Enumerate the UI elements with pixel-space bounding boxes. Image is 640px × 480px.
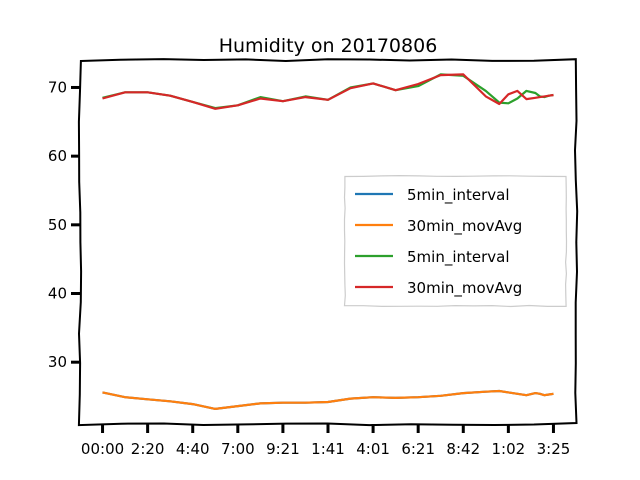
x-tick-label: 1:02 bbox=[492, 440, 526, 458]
x-axis-ticks: 00:00 2:20 4:40 7:00 9:21 1:41 4:01 6:21 8:42 1:0… bbox=[81, 424, 570, 458]
series-line-30min-movAvg bbox=[102, 389, 554, 410]
x-tick-label: 1:41 bbox=[311, 440, 345, 458]
legend-label: 30min_movAvg bbox=[407, 279, 522, 298]
x-tick-label: 4:40 bbox=[176, 440, 210, 458]
y-axis-ticks: 30 40 50 60 70 bbox=[48, 78, 80, 371]
chart-title: Humidity on 20170806 bbox=[219, 35, 438, 57]
series-line-5min-interval bbox=[102, 73, 554, 110]
x-tick-label: 3:25 bbox=[537, 440, 571, 458]
plot-area: 00:00 2:20 4:40 7:00 9:21 1:41 4:01 6:21 8:42 1:0… bbox=[48, 58, 579, 458]
y-tick-label: 50 bbox=[48, 216, 67, 234]
legend: 5min_interval 30min_movAvg 5min_interval 30… bbox=[343, 174, 568, 308]
series-line-5min-interval bbox=[102, 389, 554, 410]
x-tick-label: 8:42 bbox=[446, 440, 480, 458]
legend-label: 5min_interval bbox=[407, 186, 510, 205]
x-tick-label: 4:01 bbox=[356, 440, 390, 458]
y-tick-label: 60 bbox=[48, 147, 67, 165]
axes-frame bbox=[77, 58, 579, 427]
x-tick-label: 00:00 bbox=[81, 440, 124, 458]
legend-label: 30min_movAvg bbox=[407, 217, 522, 236]
x-tick-label: 9:21 bbox=[266, 440, 300, 458]
y-tick-label: 30 bbox=[48, 353, 67, 371]
x-tick-label: 6:21 bbox=[401, 440, 435, 458]
series-layer bbox=[102, 73, 554, 410]
y-tick-label: 40 bbox=[48, 285, 67, 303]
y-tick-label: 70 bbox=[48, 78, 67, 96]
legend-box bbox=[343, 174, 568, 308]
x-tick-label: 7:00 bbox=[221, 440, 255, 458]
series-line-30min-movAvg bbox=[102, 73, 554, 110]
legend-label: 5min_interval bbox=[407, 248, 510, 267]
x-tick-label: 2:20 bbox=[131, 440, 165, 458]
